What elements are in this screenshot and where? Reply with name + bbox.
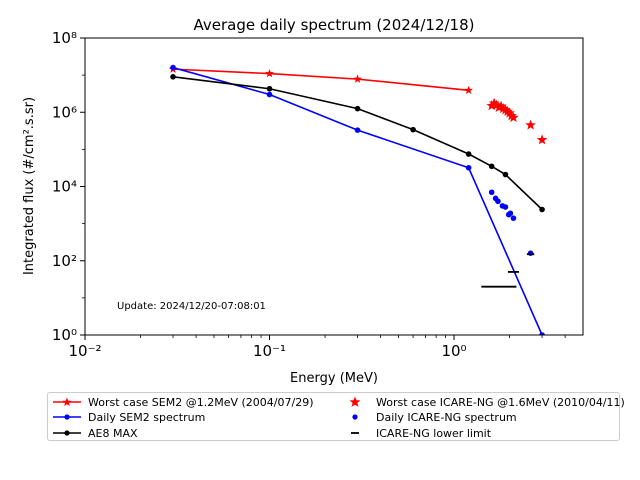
star-marker <box>498 103 509 114</box>
legend-item-icare-lower-limit: ICARE-NG lower limit <box>340 425 491 441</box>
legend-item-daily-icare: Daily ICARE-NG spectrum <box>340 409 517 425</box>
dot-marker <box>410 126 416 133</box>
dot-marker <box>354 105 361 112</box>
x-axis-label: Energy (MeV) <box>290 371 378 386</box>
update-annotation: Update: 2024/12/20-07:08:01 <box>117 301 266 312</box>
legend-line-star-icon <box>53 397 81 406</box>
series-5 <box>481 253 535 288</box>
dot-marker <box>170 64 176 71</box>
y-tick-label: 10⁴ <box>52 178 77 196</box>
series-2 <box>170 74 545 213</box>
dot-marker <box>465 151 472 157</box>
y-axis-ticks: 10⁰ 10² 10⁴ 10⁶ 10⁸ <box>52 29 85 344</box>
dot-marker <box>354 127 361 133</box>
dot-marker <box>502 204 509 210</box>
star-marker <box>500 104 511 115</box>
dot-marker <box>527 250 534 256</box>
y-axis-label: Integrated flux (#/cm².s.sr) <box>22 97 37 275</box>
star-marker <box>504 107 515 118</box>
dot-marker <box>510 215 517 221</box>
dot-marker <box>488 189 495 196</box>
dot-marker <box>266 85 273 92</box>
series-line <box>172 68 469 92</box>
x-tick-label: 10⁻² <box>68 342 101 360</box>
star-marker <box>525 119 536 130</box>
y-tick-label: 10⁶ <box>52 103 77 121</box>
dot-marker <box>266 91 273 98</box>
legend-item-daily-sem2: Daily SEM2 spectrum <box>52 409 205 425</box>
legend-item-ae8-max: AE8 MAX <box>52 425 138 441</box>
legend-item-worst-icare: Worst case ICARE-NG @1.6MeV (2010/04/11) <box>340 394 625 410</box>
star-marker <box>495 100 507 111</box>
y-tick-label: 10⁰ <box>52 326 77 344</box>
legend-label: AE8 MAX <box>88 426 138 440</box>
x-axis-ticks: 10⁻² 10⁻¹ 10⁰ <box>68 335 566 360</box>
star-marker <box>506 110 517 121</box>
dot-marker <box>502 171 509 178</box>
dot-marker <box>507 210 514 217</box>
legend-item-worst-sem2: Worst case SEM2 @1.2MeV (2004/07/29) <box>52 394 313 410</box>
star-marker <box>488 97 500 108</box>
legend-star-icon <box>349 396 361 407</box>
star-marker <box>464 85 474 95</box>
dot-marker <box>495 198 501 205</box>
legend-line-dot-icon <box>53 430 81 436</box>
legend-line-dot-icon <box>53 414 81 420</box>
star-marker <box>536 134 548 145</box>
legend-hline-icon <box>351 432 359 434</box>
star-marker <box>353 74 362 83</box>
dot-marker <box>488 163 495 170</box>
x-tick-label: 10⁻¹ <box>253 342 286 360</box>
dot-marker <box>170 74 176 80</box>
legend-label: Daily SEM2 spectrum <box>88 410 206 424</box>
y-tick-label: 10⁸ <box>52 29 77 47</box>
series-line <box>172 76 543 211</box>
series-3 <box>486 97 548 145</box>
legend-dot-icon <box>352 414 358 420</box>
plot-area-frame <box>84 37 584 336</box>
legend-label: Worst case SEM2 @1.2MeV (2004/07/29) <box>88 395 314 409</box>
star-marker <box>502 105 513 116</box>
legend-label: ICARE-NG lower limit <box>376 426 492 440</box>
legend-label: Worst case ICARE-NG @1.6MeV (2010/04/11) <box>376 395 625 409</box>
chart-title: Average daily spectrum (2024/12/18) <box>194 16 475 34</box>
y-tick-label: 10² <box>52 252 77 270</box>
dot-marker <box>465 164 472 171</box>
dot-marker <box>539 206 545 213</box>
dot-marker <box>539 332 545 335</box>
star-marker <box>508 111 519 123</box>
legend-label: Daily ICARE-NG spectrum <box>376 410 517 424</box>
plot-marks <box>168 64 548 335</box>
star-marker <box>265 68 274 78</box>
chart-legend: Worst case SEM2 @1.2MeV (2004/07/29) Dai… <box>47 392 625 441</box>
series-4 <box>488 189 534 256</box>
x-tick-label: 10⁰ <box>441 342 466 360</box>
